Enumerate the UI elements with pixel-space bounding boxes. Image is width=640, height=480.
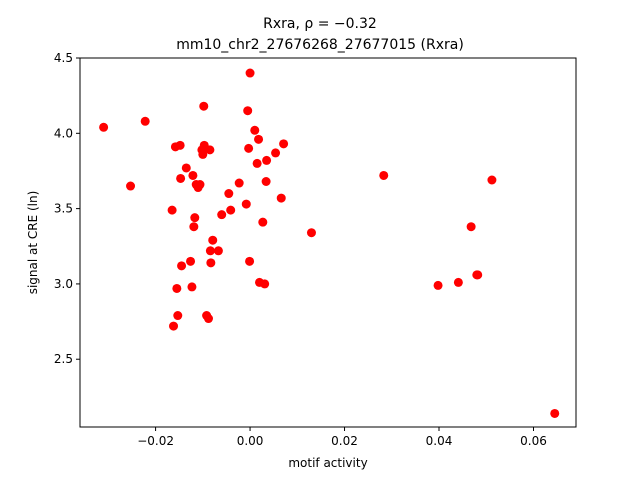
data-point-25 xyxy=(203,314,213,324)
data-point-53 xyxy=(433,280,443,290)
x-tick-label: 0.04 xyxy=(426,434,453,448)
data-points xyxy=(99,68,560,418)
data-point-45 xyxy=(260,279,270,289)
data-point-6 xyxy=(172,283,182,293)
data-point-59 xyxy=(550,408,560,418)
data-point-2 xyxy=(140,116,150,126)
data-point-34 xyxy=(234,178,244,188)
data-point-38 xyxy=(245,256,255,266)
y-tick-label: 3.5 xyxy=(54,202,73,216)
data-point-15 xyxy=(189,222,199,232)
y-axis-ticks: 2.5 3.0 3.5 4.0 4.5 xyxy=(54,51,80,366)
data-point-41 xyxy=(252,158,262,168)
data-point-51 xyxy=(306,228,316,238)
data-point-13 xyxy=(187,282,197,292)
y-tick-label: 3.0 xyxy=(54,277,73,291)
data-point-35 xyxy=(241,199,251,209)
chart-title-line1: Rxra, ρ = −0.32 xyxy=(263,16,377,32)
data-point-39 xyxy=(245,68,255,78)
x-tick-label: 0.00 xyxy=(237,434,264,448)
data-point-42 xyxy=(254,134,264,144)
data-point-4 xyxy=(169,321,179,331)
data-point-12 xyxy=(186,256,196,266)
data-point-48 xyxy=(271,148,281,158)
data-point-47 xyxy=(262,155,272,165)
x-tick-label: −0.02 xyxy=(137,434,174,448)
y-tick-label: 4.0 xyxy=(54,126,73,140)
data-point-10 xyxy=(177,261,187,271)
x-axis-label: motif activity xyxy=(288,456,367,470)
data-point-50 xyxy=(279,139,289,149)
data-point-37 xyxy=(244,143,254,153)
data-point-27 xyxy=(205,246,215,256)
data-point-22 xyxy=(199,101,209,111)
data-point-31 xyxy=(217,210,227,220)
data-point-7 xyxy=(173,311,183,321)
data-point-46 xyxy=(261,177,271,186)
data-point-11 xyxy=(181,163,191,173)
data-point-8 xyxy=(175,140,185,150)
data-point-14 xyxy=(188,170,198,180)
plot-area-frame xyxy=(79,57,577,428)
data-point-40 xyxy=(250,125,260,135)
data-point-19 xyxy=(195,180,205,190)
x-axis-ticks: −0.02 0.00 0.02 0.04 0.06 xyxy=(137,427,547,448)
chart-title-line2: mm10_chr2_27676268_27677015 (Rxra) xyxy=(176,37,464,53)
data-point-26 xyxy=(205,145,215,155)
data-point-9 xyxy=(176,173,186,183)
data-point-3 xyxy=(167,205,177,215)
data-point-49 xyxy=(276,193,286,203)
x-tick-label: 0.02 xyxy=(331,434,358,448)
x-tick-label: 0.06 xyxy=(520,434,547,448)
data-point-0 xyxy=(99,122,109,132)
data-point-58 xyxy=(487,175,497,185)
data-point-33 xyxy=(226,205,236,215)
data-point-32 xyxy=(224,189,234,199)
data-point-44 xyxy=(258,217,268,227)
data-point-1 xyxy=(126,181,136,191)
data-point-57 xyxy=(473,270,483,280)
data-point-21 xyxy=(198,149,208,159)
data-point-16 xyxy=(190,213,200,223)
y-tick-label: 2.5 xyxy=(54,352,73,366)
data-point-52 xyxy=(379,170,389,180)
data-point-28 xyxy=(206,258,216,268)
y-axis-label: signal at CRE (ln) xyxy=(26,191,40,295)
data-point-29 xyxy=(208,235,218,245)
y-tick-label: 4.5 xyxy=(54,51,73,65)
data-point-55 xyxy=(466,222,476,232)
data-point-54 xyxy=(453,277,463,287)
data-point-30 xyxy=(213,246,223,256)
data-point-36 xyxy=(243,106,253,116)
